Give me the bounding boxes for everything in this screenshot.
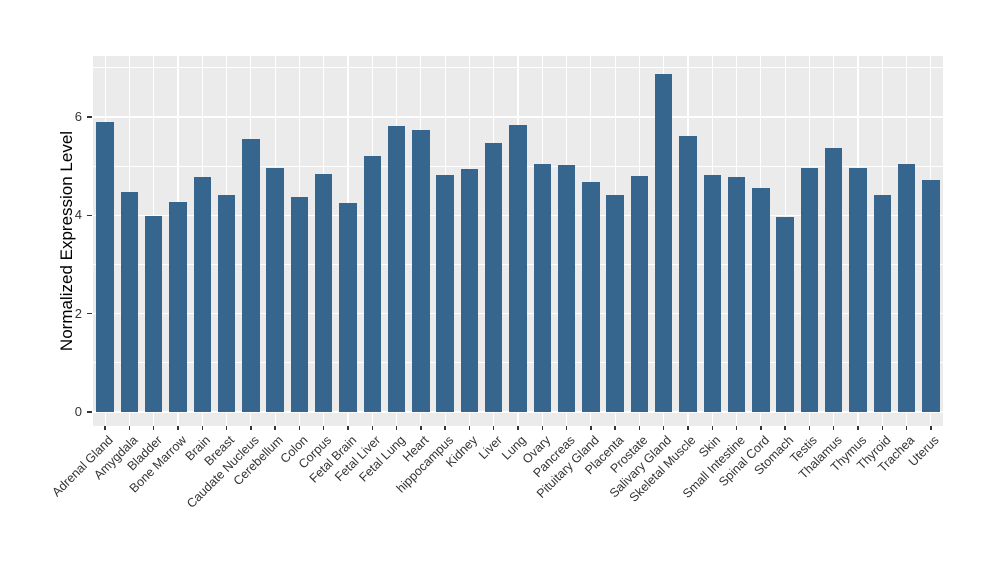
x-tick-mark <box>541 426 544 430</box>
x-tick-mark <box>444 426 446 430</box>
bar <box>533 164 552 412</box>
x-tick-mark <box>881 426 884 430</box>
x-tick-mark <box>784 426 786 430</box>
x-tick-mark <box>298 426 301 430</box>
bar <box>314 174 333 412</box>
grid-line-minor <box>93 67 943 69</box>
x-tick-mark <box>128 426 131 430</box>
x-tick-mark <box>322 426 325 430</box>
x-tick-mark <box>347 426 349 430</box>
bar <box>266 168 284 412</box>
bar <box>727 176 746 412</box>
x-tick-mark <box>104 426 106 430</box>
bar <box>703 175 722 412</box>
bar <box>606 194 624 412</box>
bar <box>217 194 236 412</box>
bar <box>582 181 600 412</box>
x-tick-mark <box>687 426 689 430</box>
bar <box>922 179 940 412</box>
bar <box>800 167 819 412</box>
x-tick-mark <box>201 426 204 430</box>
x-tick-mark <box>565 426 568 430</box>
bar <box>509 124 527 412</box>
x-tick-mark <box>662 426 665 430</box>
bar <box>557 165 576 412</box>
x-tick-mark <box>638 426 641 430</box>
x-tick-mark <box>225 426 228 430</box>
y-tick-label: 6 <box>74 108 82 124</box>
bar <box>849 167 867 412</box>
x-tick-label: Liver <box>475 433 505 463</box>
bar <box>654 73 673 412</box>
y-tick-label: 4 <box>74 207 82 223</box>
x-tick-mark <box>371 426 374 430</box>
y-tick-label: 0 <box>74 404 82 419</box>
grid-line-major <box>93 411 943 413</box>
bar <box>387 125 406 412</box>
bar <box>752 187 770 412</box>
bar <box>96 121 114 412</box>
x-tick-mark <box>492 426 495 430</box>
x-tick-mark <box>152 426 155 430</box>
x-tick-mark <box>857 426 859 430</box>
bar <box>897 163 916 412</box>
x-tick-mark <box>808 426 811 430</box>
x-tick-mark <box>760 426 762 430</box>
y-tick-mark <box>87 411 92 413</box>
bar <box>169 201 187 412</box>
bar <box>193 177 212 412</box>
x-tick-mark <box>905 426 908 430</box>
x-tick-mark <box>274 426 276 430</box>
y-tick-mark <box>87 116 92 118</box>
plot-panel <box>93 56 943 426</box>
bar <box>242 139 260 412</box>
y-tick-mark <box>87 312 92 315</box>
bar <box>776 217 794 412</box>
bar <box>873 194 892 412</box>
y-tick-mark <box>87 214 92 217</box>
bar <box>824 147 843 412</box>
x-tick-mark <box>395 426 398 430</box>
x-tick-mark <box>517 426 519 430</box>
x-tick-mark <box>614 426 616 430</box>
x-tick-mark <box>590 426 592 430</box>
bar <box>436 175 454 412</box>
bar <box>484 142 503 412</box>
x-tick-mark <box>468 426 471 430</box>
bar <box>120 191 139 412</box>
bar <box>290 196 309 412</box>
x-tick-mark <box>711 426 714 430</box>
bar <box>339 202 357 412</box>
grid-line-major <box>93 116 943 118</box>
x-tick-mark <box>420 426 422 430</box>
x-tick-mark <box>735 426 738 430</box>
bar <box>363 155 382 412</box>
bar <box>412 129 430 412</box>
y-tick-label: 2 <box>74 305 82 321</box>
x-tick-mark <box>250 426 252 430</box>
bar <box>144 216 163 412</box>
bar <box>460 168 479 412</box>
x-tick-mark <box>930 426 932 430</box>
bar <box>630 176 649 412</box>
bar <box>679 135 697 412</box>
x-tick-mark <box>177 426 179 430</box>
x-tick-mark <box>832 426 835 430</box>
